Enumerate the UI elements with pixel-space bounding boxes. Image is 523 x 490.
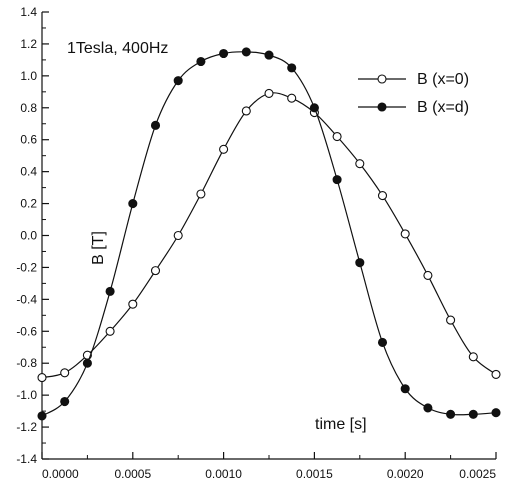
data-point-filled [355,258,365,268]
y-tick-label: 1.4 [20,5,37,19]
data-point-filled [241,47,251,57]
y-tick-label: -0.4 [16,292,37,306]
y-axis-label: B [T] [90,231,107,265]
y-tick-label: 0.8 [20,101,37,115]
data-point-open [264,88,274,98]
legend-marker [377,74,387,84]
data-point-filled [173,76,183,86]
data-point-open [219,144,229,154]
x-tick-label: 0.0025 [459,467,496,481]
data-point-filled [128,199,138,209]
legend-item-b-xd: B (x=d) [358,99,469,116]
y-tick-label: 1.0 [20,69,37,83]
data-point-open [355,159,365,169]
data-point-open [173,230,183,241]
data-point-open [423,270,433,280]
data-point-open [332,131,342,142]
plot-area: 0.0000 0.0005 0.0010 0.0015 0.0020 0.0025 1.4… [16,5,501,481]
x-tick-label: 0.0005 [114,467,151,481]
data-point-open [150,266,161,276]
legend-label: B (x=0) [417,71,469,88]
y-tick-label: -0.2 [16,260,37,274]
y-tick-label: 0.4 [20,165,37,179]
annotation-label: 1Tesla, 400Hz [67,40,168,57]
data-point-filled [264,50,274,60]
x-tick-label: 0.0010 [205,467,242,481]
y-tick-label: -0.8 [16,356,37,370]
y-tick-label: 1.2 [20,37,37,51]
data-point-filled [150,120,161,130]
data-point-open [287,93,297,103]
legend-label: B (x=d) [417,99,469,116]
data-point-open [400,229,410,239]
data-point-filled [491,408,501,418]
data-point-filled [219,48,229,59]
legend: B (x=0) B (x=d) [358,71,469,116]
data-point-open [128,299,138,309]
series-b-xd [37,47,501,421]
x-ticks: 0.0000 0.0005 0.0010 0.0015 0.0020 0.0025 [41,452,497,481]
data-point-open [37,373,47,383]
series-layer [37,47,501,421]
y-tick-label: 0.6 [20,133,37,147]
data-point-filled [37,411,47,421]
y-tick-label: -1.0 [16,388,37,402]
data-point-filled [332,175,342,185]
legend-marker [377,102,387,112]
data-point-filled [446,409,456,419]
data-point-filled [60,396,70,407]
y-tick-label: -1.2 [16,420,37,434]
data-point-filled [196,56,206,67]
x-tick-label: 0.0020 [387,467,424,481]
data-point-filled [377,337,388,348]
y-tick-label: -0.6 [16,324,37,338]
data-point-filled [309,103,319,113]
data-point-open [377,191,388,201]
y-ticks: 1.4 1.2 1.0 0.8 0.6 0.4 0.2 0.0 -0.2 -0.4 -0.6 -0.8… [16,5,49,466]
data-point-open [446,315,456,325]
data-point-open [196,189,206,199]
data-point-filled [82,358,92,368]
series-b-x0 [37,88,501,383]
x-axis-label: time [s] [315,416,367,433]
data-point-open [60,368,70,378]
data-point-open [105,326,115,336]
y-tick-label: 0.0 [20,229,37,243]
data-point-filled [287,63,297,73]
data-point-filled [423,403,433,413]
data-point-open [491,369,501,379]
data-point-filled [105,286,115,296]
legend-item-b-x0: B (x=0) [358,71,469,88]
data-point-filled [400,384,410,394]
y-tick-label: 0.2 [20,197,37,211]
data-point-filled [468,409,478,419]
y-tick-label: -1.4 [16,452,37,466]
data-point-open [468,352,478,362]
x-tick-label: 0.0015 [296,467,333,481]
data-point-open [241,106,251,116]
x-tick-label: 0.0000 [42,467,79,481]
